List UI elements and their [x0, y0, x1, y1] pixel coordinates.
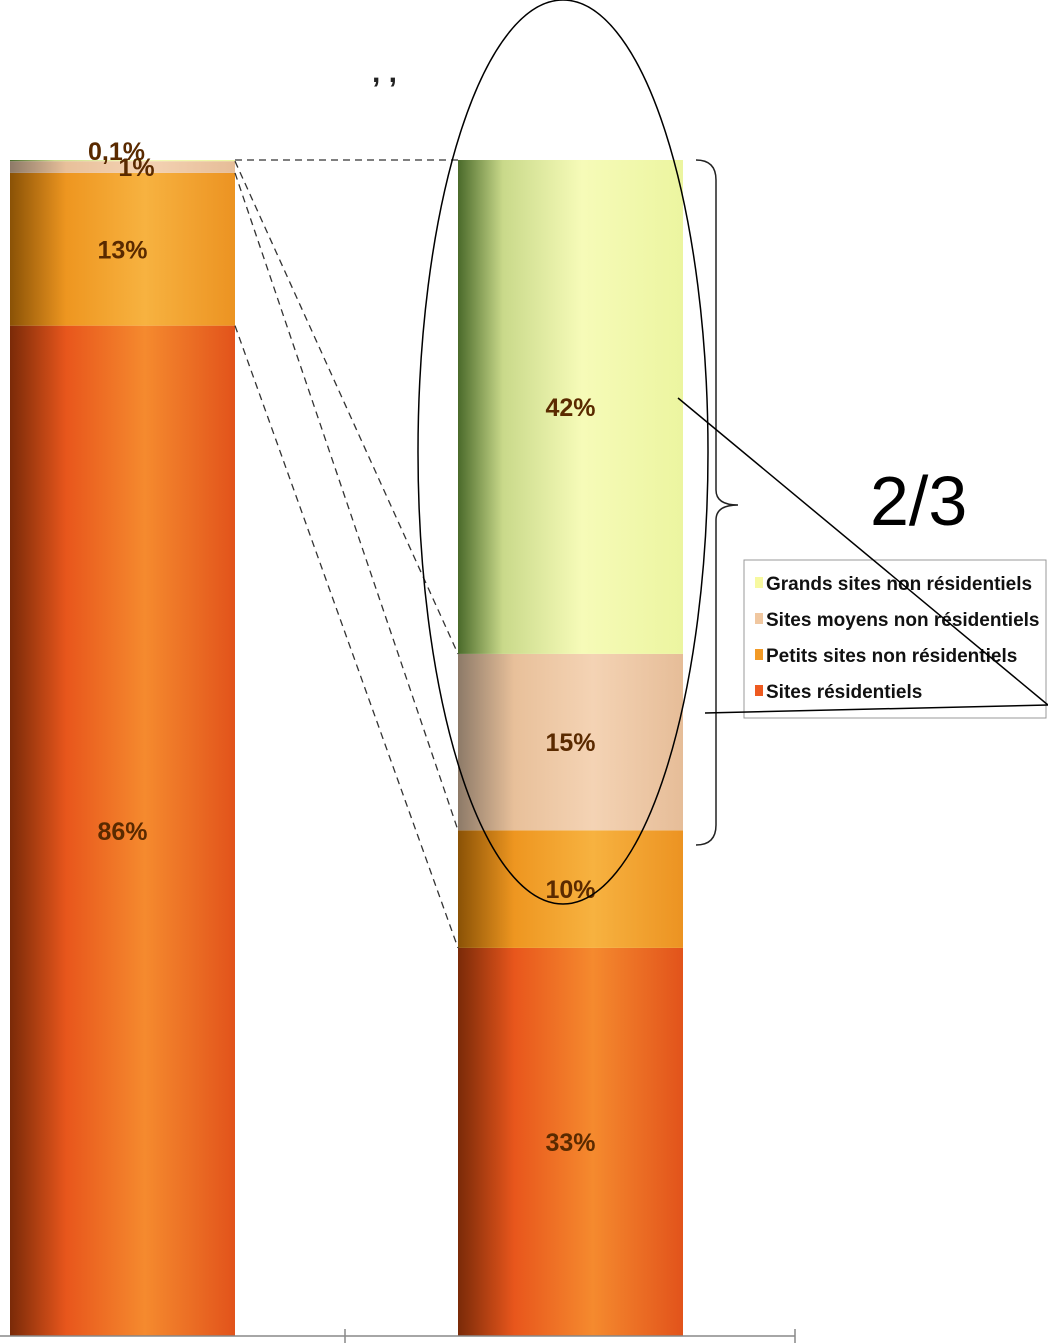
bar-residential-sites: [10, 325, 235, 1336]
data-label-small-sites: 13%: [97, 236, 147, 264]
pointer-line: [677, 397, 1048, 706]
pointer-line: [704, 704, 1048, 714]
data-label-medium-consommation: 15%: [545, 729, 595, 757]
chart-title-fragment: , ,: [372, 56, 397, 89]
legend-label: Sites moyens non résidentiels: [766, 610, 1039, 631]
legend: Grands sites non résidentiels Sites moyen…: [743, 559, 1047, 719]
bar-small-sites: [10, 172, 235, 326]
bar-residential-consommation: [458, 947, 683, 1336]
data-label-large-consommation: 42%: [545, 394, 595, 422]
connector-line: [234, 160, 459, 655]
connector-line: [234, 325, 459, 949]
data-label-medium-sites: 1%: [118, 154, 154, 182]
data-label-large-sites: 0,1%: [88, 138, 145, 166]
bar-medium-consommation: [458, 653, 683, 831]
brace-bracket: [695, 159, 739, 846]
highlight-ellipse: [417, 0, 709, 905]
bar-large-consommation: [458, 160, 683, 654]
connector-lines: [234, 159, 459, 949]
legend-swatch: [755, 577, 763, 588]
bar-small-consommation: [458, 830, 683, 948]
legend-label: Petits sites non résidentiels: [766, 646, 1017, 667]
bars-layer: [10, 160, 683, 1336]
bar-medium-sites: [10, 161, 235, 173]
legend-frame: [743, 559, 1047, 719]
legend-label: Grands sites non résidentiels: [766, 574, 1032, 595]
legend-label: Sites résidentiels: [766, 682, 922, 703]
two-thirds-annotation: 2/3: [870, 462, 967, 540]
connector-line: [234, 172, 459, 831]
legend-swatch: [755, 685, 763, 696]
data-label-small-consommation: 10%: [545, 876, 595, 904]
data-labels: 86% 13% 1%0,1% 33% 10% 15% 42%: [88, 138, 596, 1157]
data-label-residential-consommation: 33%: [545, 1129, 595, 1157]
data-label-residential-sites: 86%: [97, 818, 147, 846]
bar-large-sites: [10, 160, 235, 162]
legend-swatch: [755, 613, 763, 624]
legend-swatch: [755, 649, 763, 660]
